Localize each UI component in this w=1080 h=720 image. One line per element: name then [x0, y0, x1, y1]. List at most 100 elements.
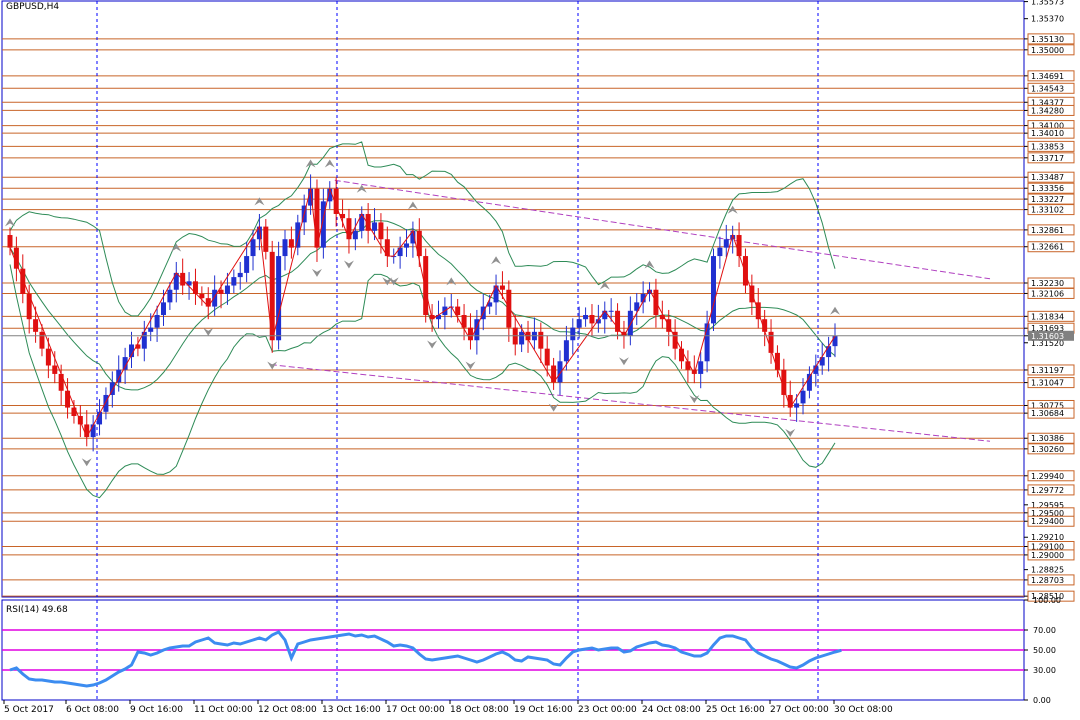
- candle-body: [58, 373, 64, 391]
- candle: [627, 296, 633, 346]
- zigzag-line: [9, 186, 836, 439]
- candle: [723, 224, 729, 257]
- candle: [698, 352, 704, 389]
- time-axis-label: 30 Oct 08:00: [834, 705, 893, 715]
- candle: [813, 354, 819, 387]
- price-axis-label: 1.33102: [1031, 206, 1064, 215]
- price-axis-label: 1.32106: [1031, 289, 1064, 298]
- fractal-up-arrow: [599, 281, 610, 290]
- time-axis-label: 24 Oct 08:00: [642, 705, 701, 715]
- candle: [320, 188, 326, 259]
- candle: [327, 181, 333, 209]
- time-axis-label: 25 Oct 16:00: [706, 705, 765, 715]
- fractal-down-arrow: [382, 277, 393, 286]
- price-level-tag: [1027, 140, 1075, 152]
- candle: [224, 272, 230, 305]
- fractal-down-arrow: [427, 340, 438, 349]
- channel-upper-line: [334, 179, 991, 280]
- price-axis-label: 1.28703: [1031, 576, 1064, 585]
- candle-body: [39, 331, 45, 349]
- candle-body: [192, 281, 198, 294]
- price-axis-label: 1.29100: [1031, 542, 1064, 551]
- candle-body: [308, 188, 314, 206]
- candle-body: [455, 306, 461, 315]
- candle: [787, 380, 793, 417]
- time-axis-label: 5 Oct 2017: [4, 705, 54, 715]
- candle-body: [256, 226, 262, 240]
- candle-body: [97, 411, 103, 425]
- candle: [634, 293, 640, 326]
- candle-body: [160, 302, 166, 315]
- candle-body: [640, 293, 646, 303]
- candle: [65, 378, 71, 419]
- candle-body: [237, 272, 243, 278]
- fractal-up-arrow: [254, 197, 265, 206]
- price-axis-label: 1.30386: [1031, 434, 1064, 443]
- candle-body: [583, 314, 589, 320]
- candle-body: [647, 289, 653, 294]
- candle: [768, 319, 774, 364]
- fractal-up-arrow: [644, 260, 655, 269]
- rsi-indicator-label: RSI(14) 49.68: [6, 605, 68, 615]
- candle-body: [141, 331, 147, 349]
- rsi-axis-label: 0.00: [1033, 696, 1051, 705]
- time-axis-label: 27 Oct 00:00: [770, 705, 829, 715]
- fractal-up-arrow: [171, 243, 182, 252]
- fractal-up-arrow: [491, 256, 502, 265]
- price-level-tag: [1027, 377, 1075, 389]
- candle: [531, 317, 537, 350]
- price-level-tag: [1027, 549, 1075, 561]
- candle-body: [704, 323, 710, 362]
- candle: [58, 364, 64, 406]
- main-chart-frame: [1, 0, 1025, 598]
- price-level-tag: [1027, 407, 1075, 419]
- fractal-up-arrow: [356, 184, 367, 193]
- candle: [461, 304, 467, 341]
- fractal-down-arrow: [203, 327, 214, 336]
- price-level-tag: [1027, 470, 1075, 482]
- fractal-down-arrow: [618, 357, 629, 366]
- candle-body: [333, 188, 339, 214]
- candle-body: [129, 344, 135, 358]
- candle-body: [397, 247, 403, 257]
- price-axis-label: 1.31693: [1031, 324, 1064, 333]
- candle-body: [570, 327, 576, 341]
- candle: [256, 213, 262, 251]
- price-axis-label: 1.32230: [1031, 279, 1064, 288]
- candle: [71, 400, 77, 424]
- band-middle-line: [9, 220, 836, 391]
- candle-body: [186, 281, 192, 286]
- candle-body: [467, 327, 473, 341]
- candle-body: [167, 289, 173, 303]
- price-axis-label: 1.34691: [1031, 72, 1064, 81]
- candle-body: [231, 277, 237, 286]
- price-level-tag: [1027, 104, 1075, 116]
- price-level-tag: [1027, 33, 1075, 45]
- candle: [448, 293, 454, 318]
- candle-body: [314, 188, 320, 248]
- candle: [499, 271, 505, 299]
- candle: [397, 236, 403, 269]
- candle: [794, 394, 800, 422]
- price-level-tag: [1027, 224, 1075, 236]
- candle: [180, 258, 186, 295]
- price-axis-label: 1.33227: [1031, 195, 1064, 204]
- candle: [378, 213, 384, 254]
- candle: [672, 319, 678, 360]
- price-level-tag: [1027, 127, 1075, 139]
- price-axis-label: 1.28510: [1031, 592, 1064, 601]
- price-axis-label: 1.31520: [1031, 339, 1064, 348]
- candle-body: [762, 319, 768, 332]
- candle-body: [487, 302, 493, 307]
- rsi-axis-label: 30.00: [1033, 666, 1056, 675]
- candle-body: [103, 394, 109, 412]
- candle-body: [173, 272, 179, 290]
- candle-body: [551, 365, 557, 383]
- candle-body: [116, 369, 122, 383]
- price-level-tag: [1027, 574, 1075, 586]
- candle: [653, 278, 659, 328]
- fractal-down-arrow: [81, 458, 92, 467]
- candle-body: [109, 382, 115, 395]
- candle-body: [410, 230, 416, 244]
